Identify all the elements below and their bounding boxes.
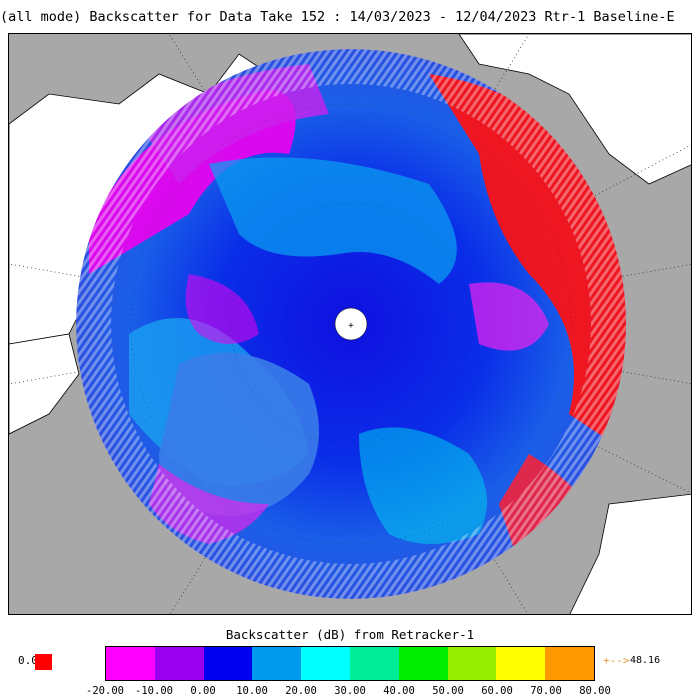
- colorbar-tick-label: 40.00: [383, 685, 415, 697]
- colorbar-title: Backscatter (dB) from Retracker-1: [225, 627, 475, 642]
- colorbar: [105, 646, 595, 681]
- colorbar-segment: [545, 647, 594, 680]
- colorbar-segment: [203, 647, 253, 680]
- colorbar-segment: [349, 647, 399, 680]
- colorbar-ticks: -20.00 -10.00 0.00 10.00 20.00 30.00 40.00 50.0…: [0, 685, 700, 699]
- colorbar-segment: [252, 647, 302, 680]
- colorbar-segment: [154, 647, 204, 680]
- colorbar-segment: [301, 647, 350, 680]
- pole-hole: [334, 307, 368, 341]
- colorbar-tick-label: 30.00: [334, 685, 366, 697]
- colorbar-segment: [496, 647, 546, 680]
- polar-map: +: [9, 34, 691, 614]
- colorbar-tick-label: -20.00: [86, 685, 124, 697]
- colorbar-segment: [106, 647, 155, 680]
- colorbar-tick-label: 70.00: [530, 685, 562, 697]
- colorbar-tick-label: -10.00: [135, 685, 173, 697]
- zero-swatch: [35, 654, 52, 670]
- colorbar-segment: [447, 647, 497, 680]
- map-frame: +: [8, 33, 692, 615]
- colorbar-tick-label: 80.00: [579, 685, 611, 697]
- colorbar-tick-label: 20.00: [285, 685, 317, 697]
- max-arrow-icon: +-->: [603, 654, 630, 667]
- colorbar-segment: [398, 647, 448, 680]
- map-title: (all mode) Backscatter for Data Take 152…: [0, 9, 675, 25]
- zero-label: 0.0: [18, 654, 38, 667]
- colorbar-tick-label: 60.00: [481, 685, 513, 697]
- colorbar-tick-label: 50.00: [432, 685, 464, 697]
- max-value: 48.16: [630, 655, 661, 666]
- colorbar-tick-label: 0.00: [190, 685, 216, 697]
- colorbar-tick-label: 10.00: [236, 685, 268, 697]
- svg-text:+: +: [348, 321, 354, 331]
